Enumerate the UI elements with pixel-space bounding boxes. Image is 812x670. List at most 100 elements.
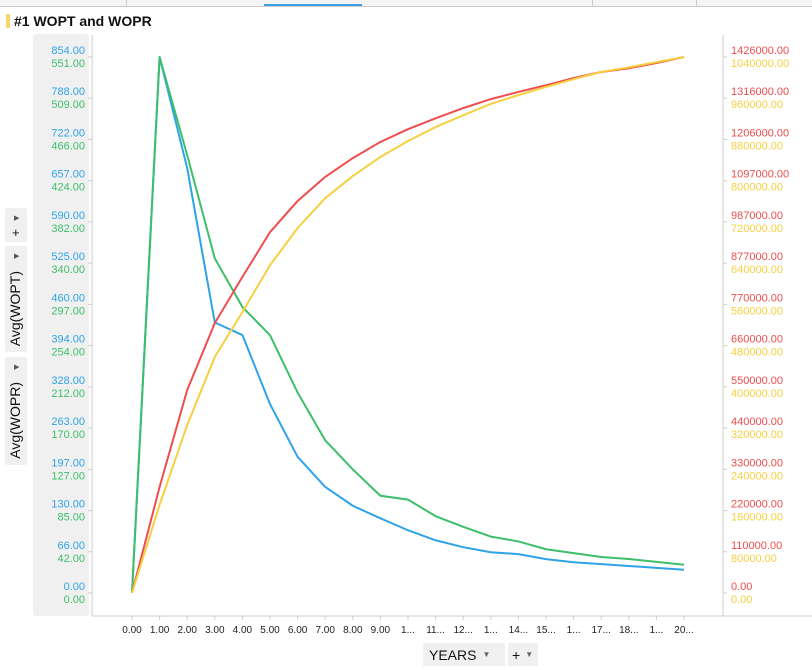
tab-divider: [696, 0, 697, 6]
right-tick-label-primary: 440000.00: [731, 416, 783, 428]
left-tick-label-secondary: 212.00: [51, 388, 85, 400]
x-tick-label: 15...: [536, 625, 555, 636]
right-tick-label-secondary: 560000.00: [731, 305, 783, 317]
x-tick-label: 17...: [591, 625, 610, 636]
right-tick-label-secondary: 880000.00: [731, 140, 783, 152]
plus-icon: +: [512, 646, 521, 663]
right-tick-label-primary: 330000.00: [731, 457, 783, 469]
x-axis-years-button[interactable]: YEARS ▼: [423, 643, 505, 666]
left-tick-label-secondary: 170.00: [51, 429, 85, 441]
left-tick-label-secondary: 466.00: [51, 140, 85, 152]
left-tick-label-secondary: 85.00: [57, 512, 85, 524]
left-tick-label-primary: 66.00: [57, 540, 85, 552]
right-tick-label-primary: 770000.00: [731, 292, 783, 304]
left-tick-label-secondary: 551.00: [51, 58, 85, 70]
x-tick-label: 1...: [484, 625, 498, 636]
right-tick-label-primary: 110000.00: [731, 540, 782, 552]
left-tick-label-primary: 788.00: [51, 86, 85, 98]
series-line-right0: [131, 56, 685, 594]
x-tick-label: 6.00: [288, 625, 308, 636]
left-tick-label-primary: 460.00: [51, 292, 85, 304]
series-line-right1: [131, 56, 685, 594]
chart-title: #1 WOPT and WOPR: [6, 13, 152, 29]
right-tick-label-secondary: 400000.00: [731, 388, 783, 400]
right-tick-label-secondary: 640000.00: [731, 264, 783, 276]
x-tick-label: 1...: [649, 625, 663, 636]
left-tick-label-primary: 590.00: [51, 210, 85, 222]
add-x-axis-button[interactable]: + ▼: [508, 643, 538, 666]
x-tick-label: 14...: [509, 625, 528, 636]
x-tick-label: 3.00: [205, 625, 225, 636]
x-axis-label: YEARS: [429, 646, 477, 663]
left-tick-label-primary: 394.00: [51, 334, 85, 346]
right-tick-label-primary: 877000.00: [731, 251, 783, 263]
left-tick-label-secondary: 0.00: [64, 594, 85, 606]
right-tick-label-secondary: 720000.00: [731, 223, 783, 235]
left-tick-label-primary: 263.00: [51, 416, 85, 428]
right-tick-label-primary: 987000.00: [731, 210, 783, 222]
x-tick-label: 1...: [401, 625, 415, 636]
left-tick-label-secondary: 424.00: [51, 182, 85, 194]
x-tick-label: 20...: [674, 625, 693, 636]
active-tab[interactable]: [264, 0, 362, 6]
series-line-left1: [131, 56, 685, 594]
tab-divider: [126, 0, 127, 6]
right-tick-label-primary: 220000.00: [731, 499, 783, 511]
series-line-left0: [131, 56, 685, 594]
left-tick-label-secondary: 340.00: [51, 264, 85, 276]
left-tick-label-secondary: 382.00: [51, 223, 85, 235]
right-tick-label-secondary: 80000.00: [731, 553, 777, 565]
left-tick-label-primary: 0.00: [64, 581, 85, 593]
caret-right-icon[interactable]: ▶: [14, 253, 20, 260]
right-tick-label-primary: 1206000.00: [731, 127, 789, 139]
chart-title-text: #1 WOPT and WOPR: [14, 13, 152, 29]
right-tick-label-secondary: 320000.00: [731, 429, 783, 441]
x-tick-label: 12...: [453, 625, 472, 636]
title-color-marker: [6, 14, 10, 28]
x-tick-label: 7.00: [315, 625, 335, 636]
right-tick-label-primary: 1316000.00: [731, 86, 789, 98]
x-tick-label: 8.00: [343, 625, 363, 636]
left-tick-label-primary: 328.00: [51, 375, 85, 387]
left-tick-label-secondary: 254.00: [51, 347, 85, 359]
right-tick-label-secondary: 480000.00: [731, 347, 783, 359]
right-tick-label-primary: 1426000.00: [731, 45, 789, 57]
add-y-axis-button[interactable]: ▶ +: [5, 208, 27, 242]
left-tick-label-secondary: 509.00: [51, 99, 85, 111]
right-tick-label-primary: 1097000.00: [731, 169, 789, 181]
x-tick-label: 9.00: [371, 625, 391, 636]
x-tick-label: 18...: [619, 625, 638, 636]
x-tick-label: 0.00: [122, 625, 142, 636]
y-axis-wopt-button[interactable]: ▶ Avg(WOPT): [5, 246, 27, 352]
left-tick-label-secondary: 42.00: [57, 553, 85, 565]
right-tick-label-secondary: 800000.00: [731, 182, 783, 194]
left-tick-label-primary: 525.00: [51, 251, 85, 263]
chevron-down-icon: ▼: [525, 650, 534, 659]
left-tick-label-primary: 657.00: [51, 169, 85, 181]
left-tick-label-primary: 197.00: [51, 457, 85, 469]
caret-right-icon[interactable]: ▶: [14, 215, 20, 222]
right-tick-label-secondary: 0.00: [731, 594, 752, 606]
right-tick-label-secondary: 1040000.00: [731, 58, 789, 70]
plus-icon: +: [12, 225, 20, 240]
x-tick-label: 5.00: [260, 625, 280, 636]
chevron-down-icon: ▼: [482, 650, 491, 659]
left-tick-label-primary: 722.00: [51, 127, 85, 139]
x-tick-label: 1...: [567, 625, 581, 636]
y-axis-wopr-button[interactable]: ▶ Avg(WOPR): [5, 357, 27, 465]
tab-divider: [592, 0, 593, 6]
x-tick-label: 4.00: [233, 625, 253, 636]
x-tick-label: 11...: [426, 625, 445, 636]
left-tick-label-secondary: 297.00: [51, 305, 85, 317]
caret-right-icon[interactable]: ▶: [14, 364, 20, 371]
x-tick-label: 2.00: [177, 625, 197, 636]
right-tick-label-secondary: 960000.00: [731, 99, 783, 111]
right-tick-label-primary: 0.00: [731, 581, 752, 593]
left-tick-label-secondary: 127.00: [51, 470, 85, 482]
right-tick-label-secondary: 240000.00: [731, 470, 783, 482]
left-tick-label-primary: 854.00: [51, 45, 85, 57]
tab-strip: [0, 0, 812, 7]
right-tick-label-secondary: 160000.00: [731, 512, 783, 524]
right-tick-label-primary: 550000.00: [731, 375, 783, 387]
